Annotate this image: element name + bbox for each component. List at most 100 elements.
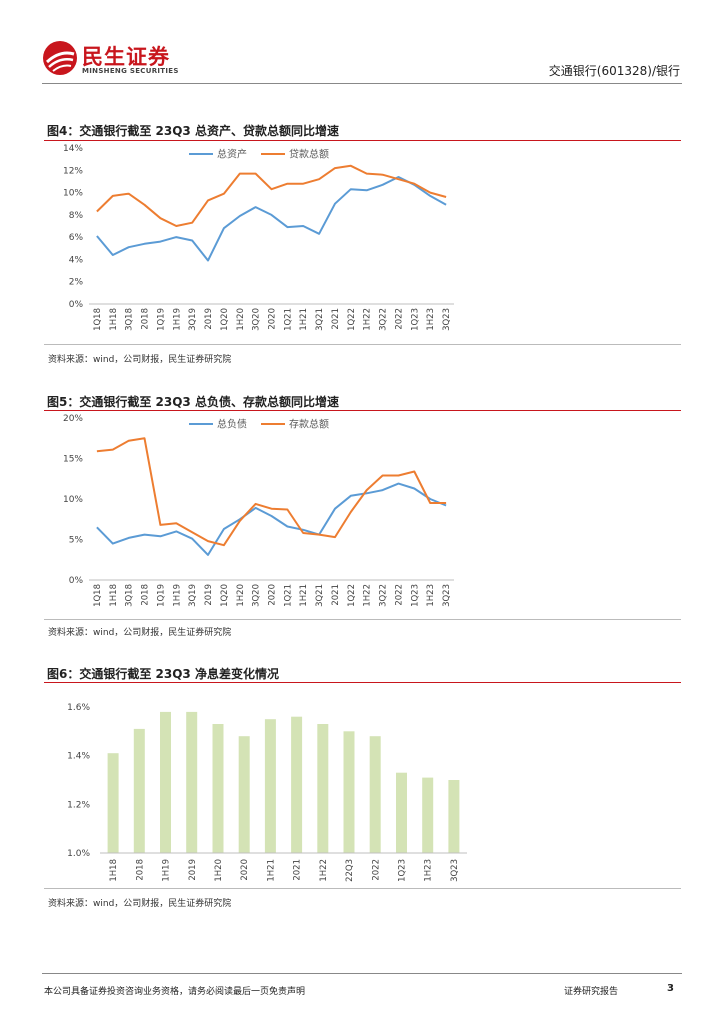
- x-tick-label: 3Q20: [252, 308, 262, 331]
- bar: [291, 716, 303, 853]
- x-tick-label: 3Q23: [442, 584, 452, 607]
- x-tick-label: 1Q22: [347, 584, 357, 607]
- y-tick-label: 1.2%: [67, 800, 90, 810]
- x-tick-label: 2022: [394, 308, 404, 330]
- x-tick-label: 3Q22: [379, 584, 389, 607]
- y-tick-label: 12%: [63, 166, 83, 176]
- x-tick-label: 1H18: [109, 584, 119, 607]
- footer-doc-type: 证券研究报告: [564, 987, 619, 997]
- figure-6-chart: 1.0% 1.2% 1.4% 1.6% 1H18 2018 1H19 2019 1H20 2020…: [67, 703, 467, 882]
- x-tick-label: 1H20: [214, 859, 224, 882]
- bar: [343, 731, 355, 853]
- x-tick-label: 1H22: [319, 859, 329, 882]
- footer-disclaimer: 本公司具备证券投资咨询业务资格，请务必阅读最后一页免责声明: [44, 987, 306, 997]
- figure-5-bottom-rule: [44, 619, 681, 620]
- legend-label-2: 存款总额: [289, 418, 329, 431]
- x-tick-label: 1Q19: [156, 584, 166, 607]
- x-tick-label: 3Q23: [442, 308, 452, 331]
- page-number: 3: [667, 983, 674, 994]
- x-tick-label: 1Q20: [220, 308, 230, 331]
- bar: [422, 777, 434, 853]
- y-tick-label: 2%: [69, 278, 84, 288]
- bar: [396, 772, 407, 853]
- y-tick-label: 10%: [63, 495, 83, 505]
- figure-6-source: 资料来源：wind，公司财报，民生证券研究院: [48, 899, 232, 909]
- y-tick-label: 1.0%: [67, 849, 90, 859]
- x-tick-label: 3Q19: [188, 308, 198, 331]
- x-tick-label: 2020: [240, 859, 250, 881]
- x-tick-label: 2021: [293, 859, 303, 881]
- bar: [133, 728, 145, 853]
- y-tick-label: 0%: [69, 300, 84, 310]
- x-tick-label: 3Q18: [125, 584, 135, 607]
- bar: [238, 736, 250, 853]
- figure-4-bottom-rule: [44, 344, 681, 345]
- bar: [448, 780, 460, 853]
- figure-6-title-rule: [44, 682, 681, 683]
- figure-4-source: 资料来源：wind，公司财报，民生证券研究院: [48, 355, 232, 365]
- y-tick-label: 6%: [69, 233, 84, 243]
- x-tick-label: 3Q18: [125, 308, 135, 331]
- y-tick-label: 8%: [69, 211, 84, 221]
- x-tick-label: 1H21: [299, 308, 309, 331]
- x-tick-label: 1Q22: [347, 308, 357, 331]
- y-tick-label: 14%: [63, 144, 83, 154]
- figure-6-bottom-rule: [44, 888, 681, 889]
- x-tick-label: 2021: [331, 308, 341, 330]
- y-tick-label: 1.6%: [67, 703, 90, 713]
- page-header: 民生证券 MINSHENG SECURITIES 交通银行(601328)/银行: [0, 0, 724, 90]
- x-tick-label: 2022: [394, 584, 404, 606]
- bar: [317, 724, 329, 853]
- bar: [264, 719, 276, 853]
- bar: [212, 724, 224, 853]
- x-tick-label: 1H19: [172, 308, 182, 331]
- x-tick-label: 2018: [141, 584, 151, 606]
- bar: [369, 736, 381, 853]
- header-divider: [42, 83, 682, 84]
- footer-divider: [42, 973, 682, 974]
- x-tick-label: 1Q19: [156, 308, 166, 331]
- x-tick-label: 1H20: [236, 584, 246, 607]
- legend-label-1: 总资产: [217, 148, 247, 161]
- x-tick-label: 3Q23: [450, 859, 460, 882]
- x-tick-label: 2020: [268, 584, 278, 606]
- x-tick-label: 1H19: [162, 859, 172, 882]
- x-tick-label: 1H21: [299, 584, 309, 607]
- brand-name-en: MINSHENG SECURITIES: [82, 67, 179, 75]
- series-line-1: [96, 176, 447, 262]
- x-tick-label: 2018: [141, 308, 151, 330]
- y-tick-label: 1.4%: [67, 752, 90, 762]
- figure-5-title-rule: [44, 410, 681, 411]
- y-tick-label: 15%: [63, 455, 83, 465]
- legend-label-1: 总负债: [217, 418, 247, 431]
- y-tick-label: 20%: [63, 414, 83, 424]
- figure-6-title: 图6：交通银行截至 23Q3 净息差变化情况: [47, 667, 279, 681]
- x-tick-label: 3Q22: [379, 308, 389, 331]
- x-tick-label: 3Q19: [188, 584, 198, 607]
- y-tick-label: 10%: [63, 189, 83, 199]
- x-tick-label: 1H22: [363, 308, 373, 331]
- figure-4-title-rule: [44, 140, 681, 141]
- figure-5-source: 资料来源：wind，公司财报，民生证券研究院: [48, 628, 232, 638]
- x-tick-label: 1Q23: [410, 584, 420, 607]
- y-tick-label: 0%: [69, 576, 84, 586]
- series-line-2: [96, 437, 447, 547]
- y-tick-label: 4%: [69, 255, 84, 265]
- figure-4-chart: 0% 2% 4% 6% 8% 10% 12% 14% 1Q18 1H18 3Q18 2018 1Q19 1…: [63, 144, 454, 331]
- legend-label-2: 贷款总额: [289, 148, 329, 161]
- x-tick-label: 1H22: [363, 584, 373, 607]
- bar: [186, 711, 198, 853]
- x-tick-label: 22Q3: [345, 859, 355, 882]
- brand-name-cn: 民生证券: [82, 45, 170, 69]
- x-tick-label: 3Q21: [315, 584, 325, 607]
- x-tick-label: 3Q21: [315, 308, 325, 331]
- figure-5-chart: 0% 5% 10% 15% 20% 1Q18 1H18 3Q18 2018 1Q19 1H19 3Q1…: [63, 414, 454, 607]
- x-tick-label: 2020: [268, 308, 278, 330]
- x-tick-label: 1Q20: [220, 584, 230, 607]
- x-tick-label: 1Q23: [397, 859, 407, 882]
- x-tick-label: 1H21: [266, 859, 276, 882]
- x-tick-label: 1Q18: [93, 584, 103, 607]
- x-tick-label: 1H23: [426, 308, 436, 331]
- x-tick-label: 3Q20: [252, 584, 262, 607]
- bar: [107, 753, 119, 853]
